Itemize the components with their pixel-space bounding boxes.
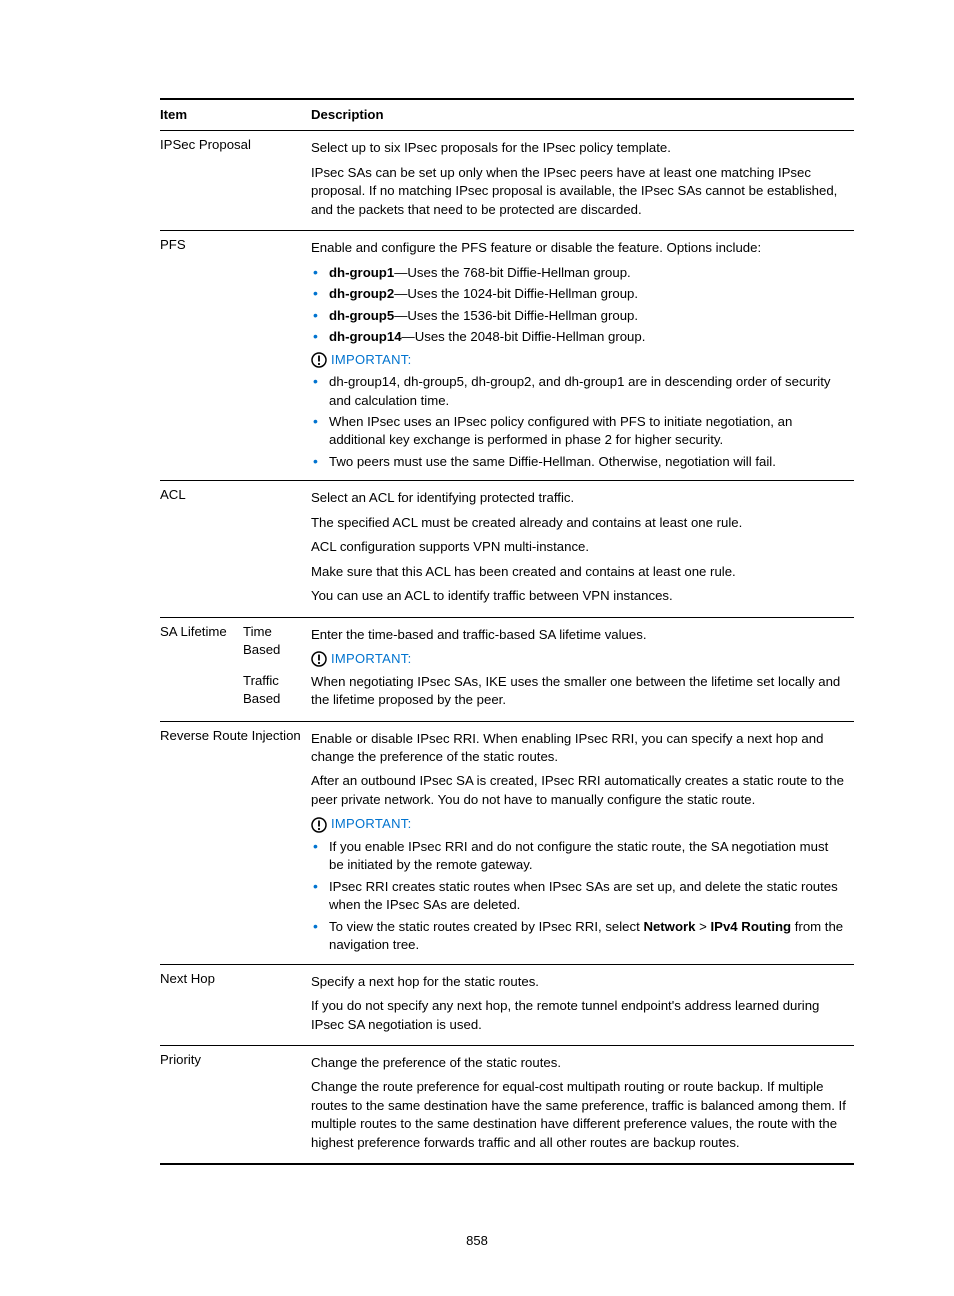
body-text: The specified ACL must be created alread… <box>311 514 846 532</box>
description-cell: Enter the time-based and traffic-based S… <box>311 617 854 721</box>
alert-icon <box>311 651 327 667</box>
note-list: If you enable IPsec RRI and do not confi… <box>311 838 846 955</box>
option-name: dh-group1 <box>329 265 394 280</box>
nav-path-bold: IPv4 Routing <box>711 919 792 934</box>
header-item: Item <box>160 99 311 131</box>
description-cell: Change the preference of the static rout… <box>311 1046 854 1165</box>
option-rest: —Uses the 1024-bit Diffie-Hellman group. <box>394 286 638 301</box>
list-item: Two peers must use the same Diffie-Hellm… <box>311 453 846 471</box>
body-text: When negotiating IPsec SAs, IKE uses the… <box>311 673 846 710</box>
body-text: After an outbound IPsec SA is created, I… <box>311 772 846 809</box>
option-name: dh-group14 <box>329 329 402 344</box>
option-list: dh-group1—Uses the 768-bit Diffie-Hellma… <box>311 264 846 347</box>
option-name: dh-group2 <box>329 286 394 301</box>
document-page: Item Description IPSec Proposal Select u… <box>0 0 954 1296</box>
body-text: IPsec SAs can be set up only when the IP… <box>311 164 846 219</box>
body-text: Make sure that this ACL has been created… <box>311 563 846 581</box>
sub-item-label: Traffic Based <box>243 672 303 709</box>
important-label: IMPORTANT: <box>331 650 412 668</box>
body-text: Change the route preference for equal-co… <box>311 1078 846 1152</box>
body-text: Select up to six IPsec proposals for the… <box>311 139 846 157</box>
important-callout: IMPORTANT: <box>311 815 846 833</box>
option-rest: —Uses the 768-bit Diffie-Hellman group. <box>394 265 631 280</box>
body-text: If you do not specify any next hop, the … <box>311 997 846 1034</box>
table-row: IPSec Proposal Select up to six IPsec pr… <box>160 131 854 231</box>
note-list: dh-group14, dh-group5, dh-group2, and dh… <box>311 373 846 471</box>
table-row: PFS Enable and configure the PFS feature… <box>160 231 854 481</box>
body-text: ACL configuration supports VPN multi-ins… <box>311 538 846 556</box>
important-label: IMPORTANT: <box>331 815 412 833</box>
important-label: IMPORTANT: <box>331 351 412 369</box>
table-row: Next Hop Specify a next hop for the stat… <box>160 964 854 1045</box>
item-label: SA Lifetime <box>160 617 243 721</box>
list-item: dh-group14—Uses the 2048-bit Diffie-Hell… <box>311 328 846 346</box>
body-text: Enable and configure the PFS feature or … <box>311 239 846 257</box>
body-text: Change the preference of the static rout… <box>311 1054 846 1072</box>
list-item: dh-group14, dh-group5, dh-group2, and dh… <box>311 373 846 410</box>
body-text: Specify a next hop for the static routes… <box>311 973 846 991</box>
alert-icon <box>311 817 327 833</box>
alert-icon <box>311 352 327 368</box>
option-name: dh-group5 <box>329 308 394 323</box>
list-item: IPsec RRI creates static routes when IPs… <box>311 878 846 915</box>
option-rest: —Uses the 1536-bit Diffie-Hellman group. <box>394 308 638 323</box>
item-label: IPSec Proposal <box>160 131 311 231</box>
description-cell: Select up to six IPsec proposals for the… <box>311 131 854 231</box>
option-rest: —Uses the 2048-bit Diffie-Hellman group. <box>402 329 646 344</box>
body-text: Select an ACL for identifying protected … <box>311 489 846 507</box>
item-label: Next Hop <box>160 964 311 1045</box>
description-cell: Enable or disable IPsec RRI. When enabli… <box>311 721 854 964</box>
item-label: Priority <box>160 1046 311 1165</box>
important-callout: IMPORTANT: <box>311 351 846 369</box>
list-item: If you enable IPsec RRI and do not confi… <box>311 838 846 875</box>
description-cell: Enable and configure the PFS feature or … <box>311 231 854 481</box>
table-header-row: Item Description <box>160 99 854 131</box>
body-text: You can use an ACL to identify traffic b… <box>311 587 846 605</box>
list-item: dh-group1—Uses the 768-bit Diffie-Hellma… <box>311 264 846 282</box>
list-item: dh-group5—Uses the 1536-bit Diffie-Hellm… <box>311 307 846 325</box>
description-cell: Specify a next hop for the static routes… <box>311 964 854 1045</box>
item-label: PFS <box>160 231 311 481</box>
list-item: To view the static routes created by IPs… <box>311 918 846 955</box>
item-label: Reverse Route Injection <box>160 721 311 964</box>
nav-path-bold: Network <box>643 919 695 934</box>
description-cell: Select an ACL for identifying protected … <box>311 481 854 617</box>
sub-item-cell: Time Based Traffic Based <box>243 617 311 721</box>
table-row: Reverse Route Injection Enable or disabl… <box>160 721 854 964</box>
item-label: ACL <box>160 481 311 617</box>
table-row: SA Lifetime Time Based Traffic Based Ent… <box>160 617 854 721</box>
body-text: Enable or disable IPsec RRI. When enabli… <box>311 730 846 767</box>
table-row: Priority Change the preference of the st… <box>160 1046 854 1165</box>
text-span: > <box>695 919 710 934</box>
header-description: Description <box>311 99 854 131</box>
list-item: When IPsec uses an IPsec policy configur… <box>311 413 846 450</box>
sub-item-label: Time Based <box>243 623 303 660</box>
text-span: To view the static routes created by IPs… <box>329 919 643 934</box>
config-table: Item Description IPSec Proposal Select u… <box>160 98 854 1165</box>
body-text: Enter the time-based and traffic-based S… <box>311 626 846 644</box>
important-callout: IMPORTANT: <box>311 650 846 668</box>
page-number: 858 <box>0 1233 954 1248</box>
table-row: ACL Select an ACL for identifying protec… <box>160 481 854 617</box>
list-item: dh-group2—Uses the 1024-bit Diffie-Hellm… <box>311 285 846 303</box>
